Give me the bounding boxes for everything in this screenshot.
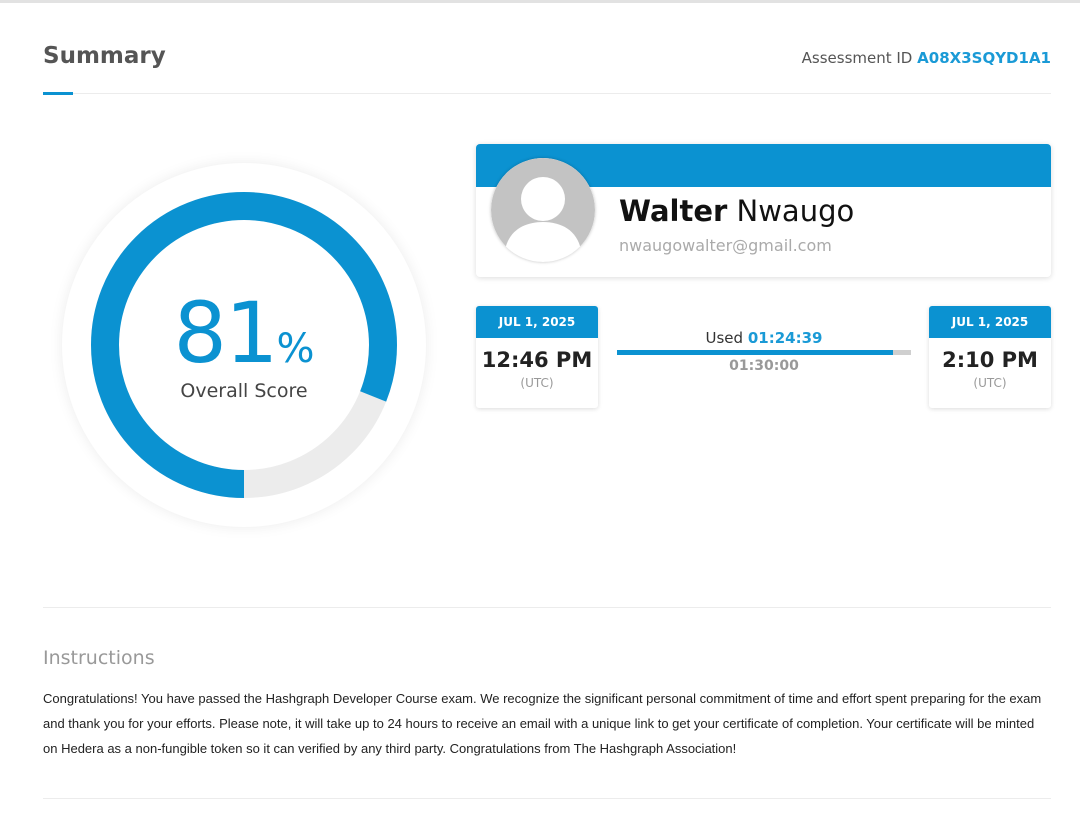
end-timezone: (UTC): [973, 376, 1007, 390]
start-time: 12:46 PM: [481, 348, 593, 372]
profile-first-name: Walter: [619, 194, 728, 228]
score-label: Overall Score: [180, 380, 308, 402]
time-progress-bar: [617, 350, 911, 355]
instructions-title: Instructions: [43, 647, 155, 669]
end-date: JUL 1, 2025: [929, 306, 1051, 338]
section-divider: [43, 607, 1051, 608]
score-value: 81: [173, 284, 279, 382]
profile-email: nwaugowalter@gmail.com: [619, 236, 832, 255]
bottom-divider: [43, 798, 1051, 799]
end-time-card: JUL 1, 2025 2:10 PM (UTC): [929, 306, 1051, 408]
score-display: 81%: [62, 291, 426, 375]
page-title: Summary: [43, 43, 166, 69]
score-ring: [91, 192, 397, 498]
profile-last-name: Nwaugo: [736, 194, 855, 228]
assessment-id-label: Assessment ID: [801, 49, 913, 67]
score-ring-fill: [91, 192, 397, 498]
time-used-label: Used: [705, 329, 744, 347]
time-used: Used 01:24:39: [617, 329, 911, 347]
assessment-id: Assessment ID A08X3SQYD1A1: [802, 49, 1051, 67]
start-timezone: (UTC): [520, 376, 554, 390]
start-time-card: JUL 1, 2025 12:46 PM (UTC): [476, 306, 598, 408]
profile-card: Walter Nwaugo nwaugowalter@gmail.com: [476, 144, 1051, 277]
time-progress-fill: [617, 350, 894, 355]
assessment-id-value: A08X3SQYD1A1: [917, 49, 1051, 67]
score-unit: %: [276, 326, 315, 372]
time-used-value: 01:24:39: [747, 329, 823, 347]
user-silhouette-icon: [491, 158, 595, 262]
instructions-text: Congratulations! You have passed the Has…: [43, 691, 1042, 756]
summary-header: Summary Assessment ID A08X3SQYD1A1: [43, 43, 1051, 95]
end-time: 2:10 PM: [942, 348, 1038, 372]
avatar: [491, 158, 595, 262]
start-date: JUL 1, 2025: [476, 306, 598, 338]
title-underline: [43, 92, 73, 95]
profile-name: Walter Nwaugo: [619, 194, 854, 228]
score-gauge: 81% Overall Score: [62, 163, 426, 527]
time-total: 01:30:00: [729, 358, 799, 374]
